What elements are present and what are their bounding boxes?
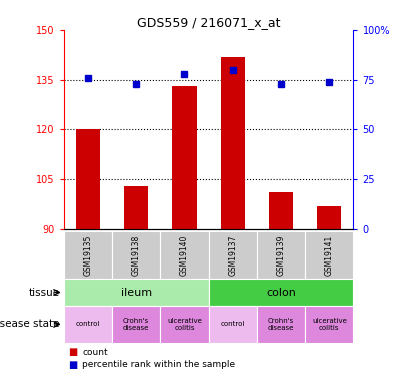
Text: ulcerative
colitis: ulcerative colitis	[167, 318, 202, 331]
Text: GSM19141: GSM19141	[325, 234, 334, 276]
Bar	[269, 192, 293, 229]
Text: colon: colon	[266, 288, 296, 297]
Bar	[317, 206, 342, 229]
Text: control: control	[221, 321, 245, 327]
Bar	[112, 231, 160, 279]
Text: ■: ■	[68, 360, 77, 370]
Text: GSM19139: GSM19139	[277, 234, 286, 276]
Text: GSM19140: GSM19140	[180, 234, 189, 276]
Text: GSM19137: GSM19137	[228, 234, 237, 276]
Bar	[209, 306, 257, 343]
Text: tissue: tissue	[29, 288, 60, 297]
Bar	[160, 231, 209, 279]
Bar	[305, 231, 353, 279]
Bar	[112, 306, 160, 343]
Title: GDS559 / 216071_x_at: GDS559 / 216071_x_at	[137, 16, 280, 29]
Bar	[209, 231, 257, 279]
Text: ■: ■	[68, 347, 77, 357]
Bar	[305, 306, 353, 343]
Bar	[221, 57, 245, 229]
Text: control: control	[76, 321, 100, 327]
Bar	[257, 306, 305, 343]
Text: count: count	[82, 348, 108, 357]
Text: disease state: disease state	[0, 320, 60, 329]
Bar	[257, 231, 305, 279]
Bar	[124, 186, 148, 229]
Text: Crohn's
disease: Crohn's disease	[123, 318, 149, 331]
Text: GSM19138: GSM19138	[132, 234, 141, 276]
Text: ileum: ileum	[120, 288, 152, 297]
Text: ulcerative
colitis: ulcerative colitis	[312, 318, 347, 331]
Bar	[64, 306, 112, 343]
Text: percentile rank within the sample: percentile rank within the sample	[82, 360, 236, 369]
Bar	[209, 279, 353, 306]
Text: GSM19135: GSM19135	[83, 234, 92, 276]
Bar	[64, 231, 112, 279]
Bar	[64, 279, 208, 306]
Bar	[172, 86, 196, 229]
Bar	[160, 306, 209, 343]
Bar	[76, 129, 100, 229]
Text: Crohn's
disease: Crohn's disease	[268, 318, 294, 331]
